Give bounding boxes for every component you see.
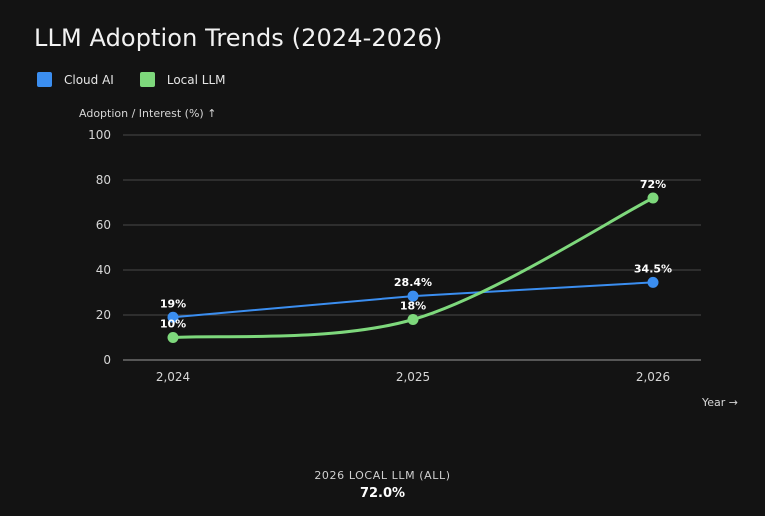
- summary-stat-label: 2026 LOCAL LLM (ALL): [314, 469, 451, 482]
- x-axis-title: Year →: [701, 396, 738, 409]
- summary-stat-value: 72.0%: [359, 486, 406, 501]
- legend-swatch-local-llm: [139, 72, 155, 87]
- data-label-local-llm-2026: 72%: [640, 178, 666, 191]
- data-label-cloud-ai-2025: 28.4%: [394, 276, 432, 289]
- legend-item-cloud-ai[interactable]: Cloud AI: [37, 72, 114, 87]
- legend-item-local-llm[interactable]: Local LLM: [139, 72, 226, 87]
- summary-stat: 2026 LOCAL LLM (ALL) 72.0%: [0, 469, 765, 501]
- legend-label-cloud-ai: Cloud AI: [64, 72, 114, 87]
- legend-label-local-llm: Local LLM: [166, 72, 226, 87]
- data-label-cloud-ai-2024: 19%: [160, 297, 186, 310]
- y-tick-label-100: 100: [88, 128, 111, 142]
- y-axis-title: Adoption / Interest (%) ↑: [79, 107, 216, 120]
- y-tick-label-80: 80: [96, 173, 111, 187]
- x-tick-label-2025: 2,025: [396, 370, 430, 384]
- data-point-cloud-ai-2025: [407, 290, 419, 302]
- data-point-local-llm-2024: [167, 332, 179, 343]
- y-tick-label-60: 60: [96, 218, 111, 232]
- y-tick-label-20: 20: [96, 308, 111, 322]
- data-label-cloud-ai-2026: 34.5%: [634, 262, 672, 275]
- legend: Cloud AI Local LLM: [37, 72, 251, 87]
- x-tick-label-2024: 2,024: [156, 370, 190, 384]
- data-point-local-llm-2026: [647, 192, 659, 204]
- x-tick-label-2026: 2,026: [636, 370, 670, 384]
- chart-title: LLM Adoption Trends (2024-2026): [34, 24, 443, 52]
- y-tick-label-0: 0: [103, 353, 111, 367]
- data-label-local-llm-2024: 10%: [160, 318, 186, 331]
- data-point-cloud-ai-2024: [167, 311, 179, 323]
- data-point-cloud-ai-2026: [647, 276, 659, 288]
- data-point-local-llm-2025: [407, 314, 419, 325]
- data-label-local-llm-2025: 18%: [400, 300, 426, 313]
- y-tick-label-40: 40: [96, 263, 111, 277]
- legend-swatch-cloud-ai: [37, 72, 52, 87]
